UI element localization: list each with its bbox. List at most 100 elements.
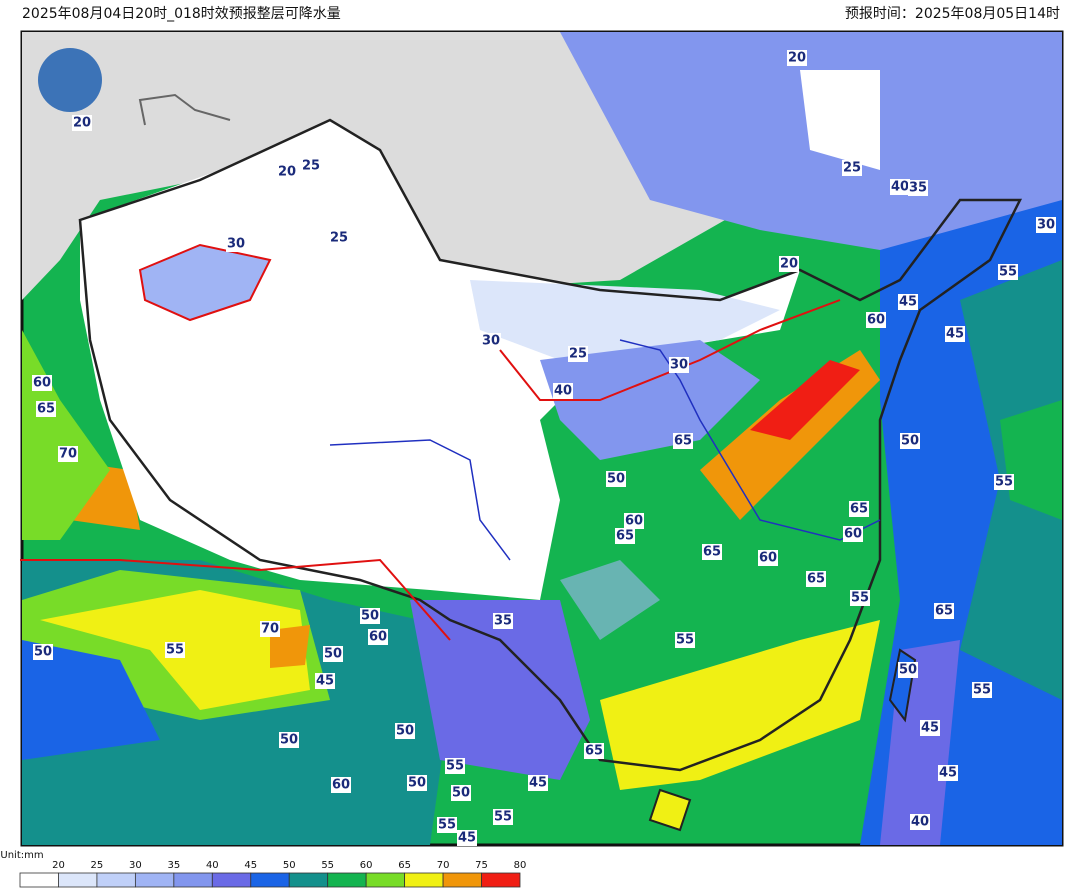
contour-label: 65 xyxy=(703,545,721,560)
contour-label: 45 xyxy=(939,766,957,781)
label-box xyxy=(972,682,992,698)
label-box xyxy=(457,830,477,846)
label-box xyxy=(368,629,388,645)
contour-label: 60 xyxy=(33,376,51,391)
label-box xyxy=(673,433,693,449)
label-box xyxy=(315,673,335,689)
contour-label: 55 xyxy=(438,818,456,833)
label-box xyxy=(945,326,965,342)
contour-label: 55 xyxy=(851,591,869,606)
legend: Unit:mm 20 25 30 35 40 45 50 55 60 65 70 75 80 xyxy=(0,850,526,888)
contour-label: 30 xyxy=(227,237,245,252)
label-box xyxy=(843,526,863,542)
contour-label: 30 xyxy=(482,334,500,349)
label-box xyxy=(938,765,958,781)
contour-label: 50 xyxy=(899,663,917,678)
label-box xyxy=(329,230,349,246)
contour-label: 65 xyxy=(935,604,953,619)
label-box xyxy=(890,179,910,195)
label-box xyxy=(998,264,1018,280)
contour-label: 20 xyxy=(73,116,91,131)
label-box xyxy=(395,723,415,739)
contour-label: 55 xyxy=(995,475,1013,490)
contour-label: 45 xyxy=(899,295,917,310)
legend-swatch xyxy=(404,872,444,888)
contour-label: 65 xyxy=(585,744,603,759)
contour-label: 40 xyxy=(554,384,572,399)
label-box xyxy=(606,471,626,487)
contour-label: 45 xyxy=(946,327,964,342)
label-box xyxy=(165,642,185,658)
label-box xyxy=(226,236,246,252)
label-box xyxy=(787,50,807,66)
contour-label: 60 xyxy=(759,551,777,566)
legend-tick: 35 xyxy=(167,860,180,871)
contour-label: 35 xyxy=(909,181,927,196)
contour-label: 45 xyxy=(529,776,547,791)
legend-swatch xyxy=(173,872,213,888)
label-box xyxy=(323,646,343,662)
legend-tick: 25 xyxy=(91,860,104,871)
contour-label: 45 xyxy=(316,674,334,689)
contour-label: 65 xyxy=(37,402,55,417)
label-box xyxy=(331,777,351,793)
contour-label: 25 xyxy=(569,347,587,362)
contour-label: 70 xyxy=(59,447,77,462)
legend-swatch xyxy=(481,872,521,888)
legend-swatch xyxy=(288,872,329,888)
contour-label: 60 xyxy=(844,527,862,542)
contour-label: 50 xyxy=(324,647,342,662)
contour-label: 25 xyxy=(302,159,320,174)
legend-swatch xyxy=(250,872,290,888)
legend-tick: 55 xyxy=(321,860,334,871)
contour-label: 65 xyxy=(850,502,868,517)
legend-tick: 50 xyxy=(283,860,296,871)
label-box xyxy=(568,346,588,362)
contour-label: 50 xyxy=(280,733,298,748)
legend-swatch xyxy=(211,872,252,888)
contour-label: 20 xyxy=(788,51,806,66)
label-box xyxy=(493,613,513,629)
label-box xyxy=(528,775,548,791)
label-box xyxy=(898,294,918,310)
label-box xyxy=(360,608,380,624)
label-box xyxy=(553,383,573,399)
contour-label: 50 xyxy=(607,472,625,487)
label-box xyxy=(72,115,92,131)
legend-swatch xyxy=(96,872,136,888)
label-box xyxy=(898,662,918,678)
label-box xyxy=(33,644,53,660)
contour-label: 60 xyxy=(625,514,643,529)
legend-tick: 60 xyxy=(360,860,373,871)
label-box xyxy=(866,312,886,328)
contour-label: 50 xyxy=(361,609,379,624)
legend-unit: Unit:mm xyxy=(0,850,43,861)
label-box xyxy=(407,775,427,791)
label-box xyxy=(920,720,940,736)
label-box xyxy=(451,785,471,801)
contour-label: 45 xyxy=(921,721,939,736)
label-box xyxy=(260,621,280,637)
legend-tick: 20 xyxy=(52,860,65,871)
contour-label: 50 xyxy=(901,434,919,449)
forecast-time: 预报时间：2025年08月05日14时 xyxy=(845,6,1060,22)
label-box xyxy=(493,809,513,825)
contour-label: 55 xyxy=(973,683,991,698)
map-title: 2025年08月04日20时_018时效预报整层可降水量 xyxy=(22,6,341,22)
contour-label: 30 xyxy=(1037,218,1055,233)
label-box xyxy=(277,164,297,180)
label-box xyxy=(58,446,78,462)
legend-tick: 70 xyxy=(437,860,450,871)
contour-label: 25 xyxy=(843,161,861,176)
contour-label: 55 xyxy=(999,265,1017,280)
label-box xyxy=(806,571,826,587)
label-box xyxy=(900,433,920,449)
label-box xyxy=(584,743,604,759)
legend-swatch xyxy=(58,872,98,888)
label-box xyxy=(849,501,869,517)
label-box xyxy=(842,160,862,176)
legend-swatch xyxy=(327,872,367,888)
contour-label: 65 xyxy=(674,434,692,449)
